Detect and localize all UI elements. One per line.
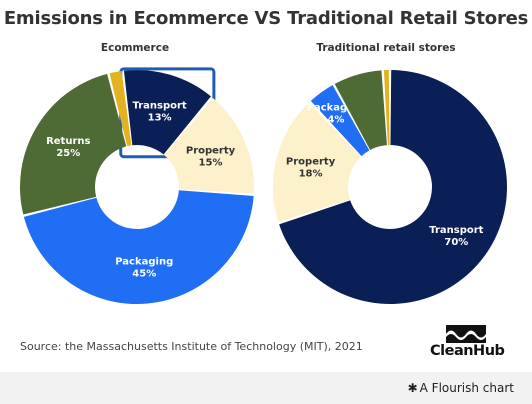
slice-other[interactable]	[109, 71, 132, 147]
slice-label-transport: Transport	[132, 100, 186, 111]
slice-label-packaging: Packaging	[115, 257, 173, 268]
slice-value-property: 15%	[199, 157, 223, 168]
footer-bar	[0, 372, 532, 404]
slice-packaging[interactable]	[310, 85, 370, 157]
slice-returns[interactable]	[20, 73, 127, 215]
flourish-star-icon: ✱	[407, 381, 418, 395]
slice-value-transport: 13%	[148, 112, 172, 123]
slice-packaging[interactable]	[23, 190, 254, 305]
slice-label-property: Property	[186, 145, 236, 156]
slice-value-returns: 25%	[56, 148, 80, 159]
slice-property[interactable]	[164, 97, 254, 194]
slice-label-property: Property	[286, 157, 336, 168]
retail-chart-subtitle: Traditional retail stores	[316, 42, 456, 54]
slice-other[interactable]	[383, 70, 390, 146]
cleanhub-logo: CleanHub	[430, 325, 510, 365]
slice-returns[interactable]	[334, 70, 387, 150]
cleanhub-waves-icon	[446, 325, 486, 343]
slice-transport[interactable]	[123, 70, 211, 155]
slice-label-transport: Transport	[429, 225, 483, 236]
source-note: Source: the Massachusetts Institute of T…	[20, 340, 363, 353]
slice-property[interactable]	[273, 102, 361, 222]
slice-transport[interactable]	[279, 70, 507, 305]
slice-value-packaging: 45%	[132, 269, 156, 280]
flourish-attribution[interactable]: ✱ A Flourish chart	[408, 381, 514, 395]
slice-value-property: 18%	[299, 169, 323, 180]
chart-title: Emissions in Ecommerce VS Traditional Re…	[3, 8, 529, 29]
cleanhub-logo-text: CleanHub	[430, 343, 505, 359]
ecommerce-chart-subtitle: Ecommerce	[100, 42, 170, 54]
slice-label-returns: Returns	[46, 136, 90, 147]
slice-label-packaging: Packaging	[307, 103, 365, 114]
flourish-label: A Flourish chart	[419, 381, 514, 395]
slice-value-transport: 70%	[444, 237, 468, 248]
slice-value-packaging: 4%	[327, 115, 344, 126]
